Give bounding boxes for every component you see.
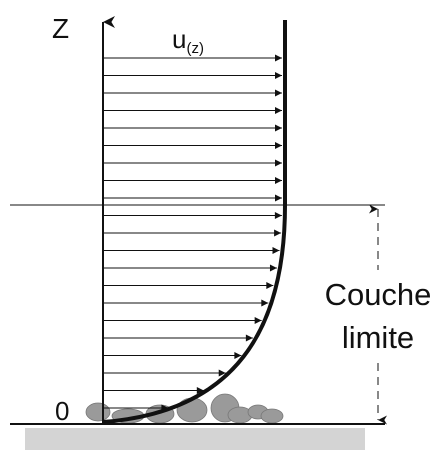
velocity-subscript: (z) — [186, 40, 204, 57]
velocity-arrows — [103, 54, 282, 412]
origin-label: 0 — [55, 396, 69, 426]
z-label: Z — [52, 13, 69, 44]
ground — [25, 428, 365, 450]
layer-label-2: limite — [342, 320, 414, 355]
velocity-profile — [102, 20, 287, 424]
label-background — [312, 270, 444, 360]
layer-label-1: Couche — [325, 277, 432, 312]
velocity-label: u(z) — [172, 24, 204, 57]
velocity-symbol: u — [172, 24, 186, 54]
